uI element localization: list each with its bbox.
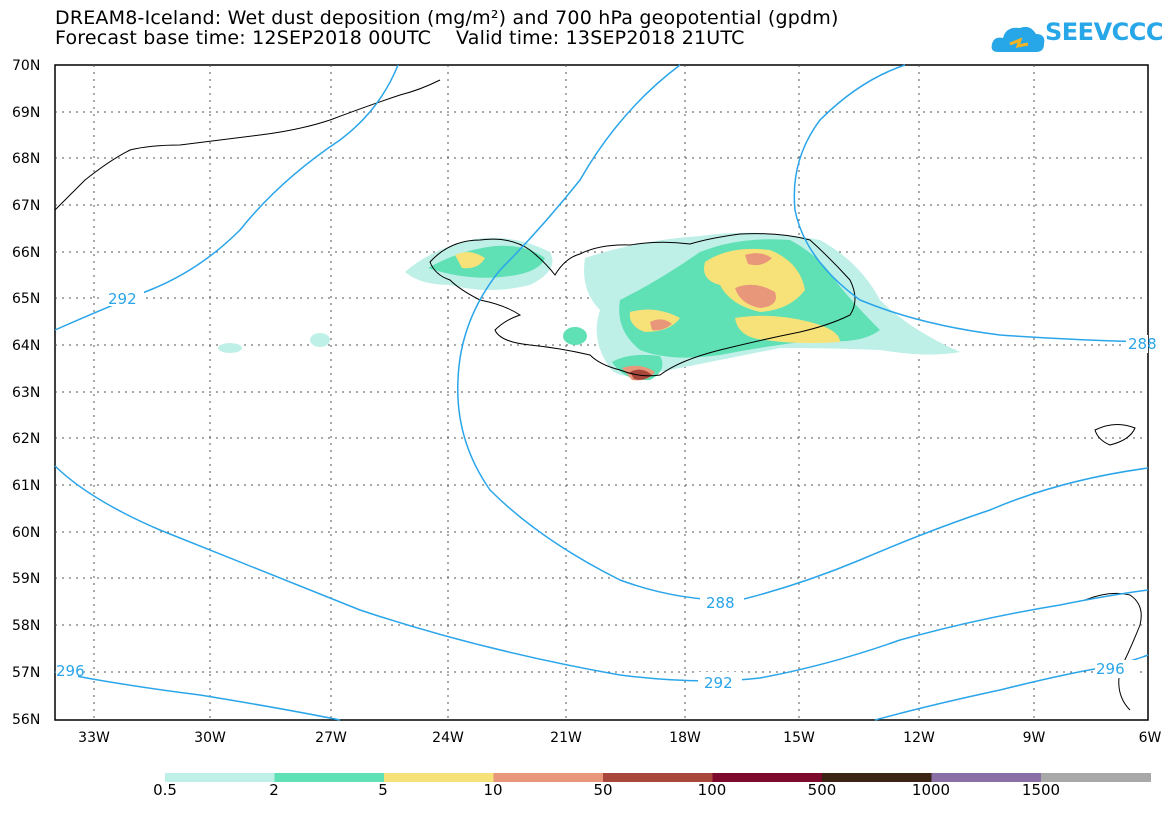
lon-label: 24W xyxy=(432,730,464,746)
lat-label: 70N xyxy=(12,58,40,74)
lat-label: 63N xyxy=(12,385,40,401)
geopotential-contours xyxy=(54,64,1149,721)
lon-label: 18W xyxy=(669,730,701,746)
dust-deposition-field xyxy=(218,232,960,381)
lon-label: 21W xyxy=(550,730,582,746)
legend-label: 0.5 xyxy=(153,781,177,799)
contour-label: 292 xyxy=(108,290,137,308)
deposition-light xyxy=(218,343,242,353)
lat-label: 66N xyxy=(12,245,40,261)
contour-288 xyxy=(457,64,1149,601)
deposition-peak xyxy=(650,319,672,331)
greenland-coast xyxy=(54,79,441,211)
map-subtitle: Forecast base time: 12SEP2018 00UTC Vali… xyxy=(55,27,745,49)
contour-label: 292 xyxy=(704,674,733,692)
legend-swatch xyxy=(274,773,385,782)
legend-swatch xyxy=(712,773,823,782)
legend-swatch xyxy=(165,773,275,782)
lat-label: 59N xyxy=(12,571,40,587)
lon-label: 9W xyxy=(1023,730,1046,746)
legend-label: 100 xyxy=(697,781,727,799)
legend-label: 500 xyxy=(807,781,837,799)
deposition-max xyxy=(630,369,652,380)
lon-label: 30W xyxy=(194,730,226,746)
contour-label: 296 xyxy=(1096,660,1125,678)
scotland-coast xyxy=(1084,592,1142,711)
deposition-light xyxy=(563,327,587,345)
lat-label: 58N xyxy=(12,618,40,634)
latitude-labels: 70N 69N 68N 67N 66N 65N 64N 63N 62N 61N … xyxy=(12,58,40,728)
contour-288-northeast xyxy=(793,64,1149,343)
contour-label: 288 xyxy=(706,594,735,612)
lat-label: 60N xyxy=(12,525,40,541)
legend-label: 1500 xyxy=(1021,781,1061,799)
lon-label: 33W xyxy=(78,730,110,746)
cloud-logo-icon xyxy=(991,26,1045,52)
legend-label: 1000 xyxy=(911,781,951,799)
iceland-coast xyxy=(429,233,856,377)
legend-swatch xyxy=(822,773,932,782)
lon-label: 15W xyxy=(783,730,815,746)
lat-label: 68N xyxy=(12,151,40,167)
lat-label: 57N xyxy=(12,665,40,681)
deposition-high xyxy=(704,248,805,312)
legend-swatch xyxy=(603,773,713,782)
graticule xyxy=(55,65,1148,720)
lat-label: 56N xyxy=(12,712,40,728)
lon-label: 27W xyxy=(315,730,347,746)
lat-label: 61N xyxy=(12,478,40,494)
logo-text: SEEVCCC xyxy=(1045,18,1164,46)
deposition-peak xyxy=(745,253,772,266)
coastlines xyxy=(54,79,1142,711)
faroe-coast xyxy=(1094,424,1136,446)
lat-label: 65N xyxy=(12,291,40,307)
lon-label: 12W xyxy=(903,730,935,746)
lat-label: 69N xyxy=(12,105,40,121)
contour-label: 296 xyxy=(56,662,85,680)
longitude-labels: 33W 30W 27W 24W 21W 18W 15W 12W 9W 6W xyxy=(78,730,1161,746)
legend-label: 2 xyxy=(269,781,279,799)
contour-296 xyxy=(54,671,341,721)
legend-colorbar xyxy=(165,773,1151,782)
contour-label: 288 xyxy=(1128,335,1157,353)
legend-swatch xyxy=(384,773,494,782)
legend-swatch xyxy=(931,773,1042,782)
legend-swatch xyxy=(493,773,604,782)
lat-label: 62N xyxy=(12,431,40,447)
legend-label: 10 xyxy=(483,781,503,799)
contour-292-south xyxy=(54,465,1149,682)
legend-label: 50 xyxy=(593,781,613,799)
contour-labels: 292 288 292 288 296 296 xyxy=(56,290,1157,692)
lon-label: 6W xyxy=(1139,730,1162,746)
deposition-high xyxy=(735,315,840,344)
legend-label: 5 xyxy=(378,781,388,799)
map-title: DREAM8-Iceland: Wet dust deposition (mg/… xyxy=(55,7,839,29)
deposition-light xyxy=(310,333,330,347)
lat-label: 64N xyxy=(12,338,40,354)
deposition-high xyxy=(455,252,485,269)
lat-label: 67N xyxy=(12,198,40,214)
deposition-peak xyxy=(735,284,776,308)
legend-swatch xyxy=(1041,773,1151,782)
